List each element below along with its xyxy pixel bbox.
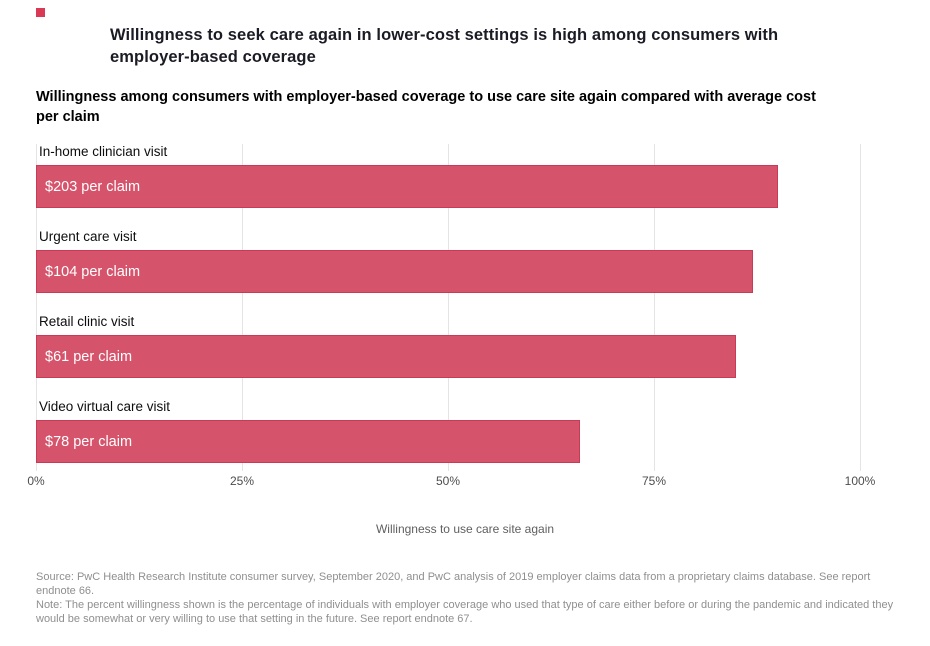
gridline-0% [36, 144, 37, 471]
chart-footer: Source: PwC Health Research Institute co… [36, 570, 912, 626]
x-tick-label: 0% [27, 474, 45, 488]
chart-subtitle: Willingness among consumers with employe… [36, 89, 816, 125]
gridline-50% [448, 144, 449, 471]
x-tick-label: 75% [641, 474, 667, 488]
bar: $104 per claim [36, 250, 753, 293]
bar-row: Video virtual care visit $78 per claim [36, 399, 860, 463]
methodology-note: Note: The percent willingness shown is t… [36, 599, 894, 625]
page-title: Willingness to seek care again in lower-… [110, 26, 779, 66]
bar: $78 per claim [36, 420, 580, 463]
gridline-25% [242, 144, 243, 471]
bar: $61 per claim [36, 335, 737, 378]
bar-row: Retail clinic visit $61 per claim [36, 314, 860, 378]
x-axis-title: Willingness to use care site again [375, 522, 555, 536]
category-label: Retail clinic visit [39, 314, 135, 329]
bar-row: Urgent care visit $104 per claim [36, 229, 860, 293]
category-label: Video virtual care visit [39, 399, 171, 414]
bar: $203 per claim [36, 165, 778, 208]
gridline-100% [860, 144, 861, 471]
category-label: In-home clinician visit [39, 144, 168, 159]
source-note: Source: PwC Health Research Institute co… [36, 571, 871, 597]
x-axis: 0% 25% 50% 75% 100% [27, 474, 875, 490]
x-tick-label: 100% [844, 474, 876, 488]
bar-row: In-home clinician visit $203 per claim [36, 144, 860, 208]
gridline-75% [654, 144, 655, 471]
plot-area: In-home clinician visit $203 per claim Urg… [36, 144, 861, 471]
category-label: Urgent care visit [39, 229, 137, 244]
x-tick-label: 25% [229, 474, 255, 488]
brand-accent-square [36, 8, 45, 17]
x-tick-label: 50% [435, 474, 461, 488]
